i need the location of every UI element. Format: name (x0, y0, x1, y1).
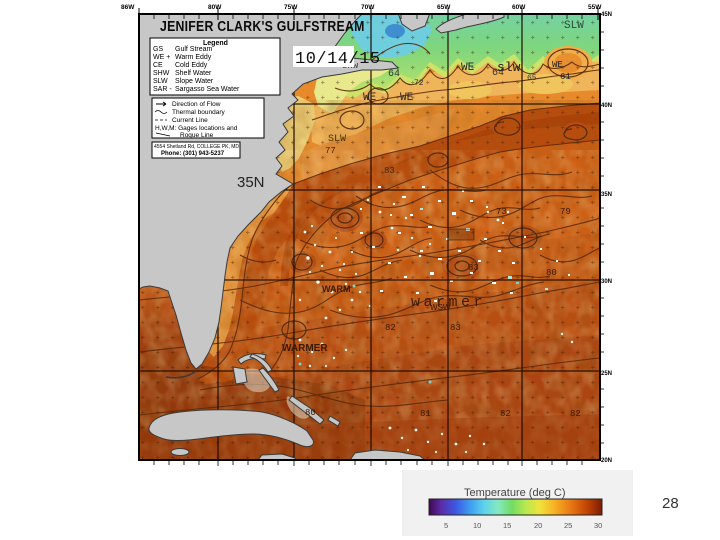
svg-text:WARMER: WARMER (282, 343, 328, 354)
svg-text:72: 72 (414, 79, 424, 88)
svg-text:5: 5 (444, 521, 448, 530)
svg-text:Thermal boundary: Thermal boundary (172, 109, 225, 116)
svg-text:Direction of Flow: Direction of Flow (172, 101, 221, 108)
svg-text:WE: WE (363, 92, 377, 104)
svg-text:Legend: Legend (203, 40, 228, 47)
svg-text:82: 82 (385, 323, 396, 333)
svg-text:65: 65 (527, 74, 537, 83)
svg-text:65W: 65W (437, 4, 451, 11)
svg-text:Gulf Stream: Gulf Stream (175, 46, 213, 53)
svg-text:64: 64 (492, 68, 504, 79)
svg-text:45N: 45N (601, 12, 612, 18)
svg-text:Warm Eddy: Warm Eddy (175, 54, 212, 61)
svg-text:83: 83 (468, 263, 479, 273)
svg-text:80: 80 (305, 408, 316, 418)
svg-text:GS: GS (153, 46, 163, 53)
svg-text:73: 73 (496, 207, 507, 217)
svg-text:35N: 35N (601, 192, 612, 198)
svg-text:64: 64 (388, 69, 400, 80)
svg-text:25N: 25N (601, 371, 612, 377)
svg-text:82: 82 (570, 409, 581, 419)
svg-text:40N: 40N (601, 103, 612, 109)
svg-text:60W: 60W (512, 4, 526, 11)
svg-text:10/14/15: 10/14/15 (295, 50, 381, 69)
svg-text:H,W,M: Gages locations and: H,W,M: Gages locations and (155, 125, 238, 132)
svg-text:warmer: warmer (411, 294, 486, 311)
svg-text:4554 Shetland Rd, COLLEGE PK,: 4554 Shetland Rd, COLLEGE PK, MD (154, 144, 239, 150)
svg-text:Cold Eddy: Cold Eddy (175, 62, 208, 69)
svg-text:SLW: SLW (328, 134, 346, 145)
svg-text:CE: CE (153, 62, 163, 69)
svg-text:SLW: SLW (153, 78, 168, 85)
svg-text:WARM: WARM (322, 284, 351, 294)
svg-text:70W: 70W (361, 4, 375, 11)
svg-text:83: 83 (450, 323, 461, 333)
svg-text:SAR -: SAR - (153, 86, 172, 93)
svg-text:Phone: (301) 943-5237: Phone: (301) 943-5237 (161, 151, 225, 157)
svg-text:Temperature (deg C): Temperature (deg C) (464, 487, 566, 499)
svg-text:Current Line: Current Line (172, 117, 208, 124)
svg-text:25: 25 (564, 521, 572, 530)
svg-text:Shelf Water: Shelf Water (175, 70, 212, 77)
svg-text:81: 81 (420, 409, 431, 419)
svg-text:SHW: SHW (153, 70, 170, 77)
svg-text:20N: 20N (601, 458, 612, 464)
svg-text:WE: WE (552, 60, 563, 70)
svg-text:10: 10 (473, 521, 481, 530)
svg-text:SLW: SLW (564, 20, 584, 32)
svg-text:35N: 35N (237, 174, 265, 191)
svg-text:20: 20 (534, 521, 542, 530)
svg-text:Sargasso Sea Water: Sargasso Sea Water (175, 86, 240, 93)
svg-text:61: 61 (560, 72, 571, 82)
svg-text:WE +: WE + (153, 54, 170, 61)
svg-text:15: 15 (503, 521, 511, 530)
svg-text:82: 82 (500, 409, 511, 419)
svg-text:79: 79 (560, 207, 571, 217)
svg-text:30: 30 (594, 521, 602, 530)
svg-text:slw: slw (497, 60, 521, 75)
svg-text:80: 80 (546, 268, 557, 278)
svg-text:80W: 80W (208, 4, 222, 11)
svg-text:75W: 75W (284, 4, 298, 11)
svg-text:30N: 30N (601, 279, 612, 285)
svg-text:JENIFER CLARK'S GULFSTREAM: JENIFER CLARK'S GULFSTREAM (160, 18, 365, 34)
svg-text:WSW: WSW (430, 303, 451, 312)
svg-text:WE: WE (461, 62, 475, 74)
svg-text:Rogue Line: Rogue Line (180, 132, 214, 139)
svg-text:28: 28 (662, 495, 679, 512)
svg-text:Slope Water: Slope Water (175, 78, 214, 85)
svg-text:55W: 55W (588, 4, 602, 11)
svg-text:86W: 86W (121, 4, 135, 11)
svg-text:77: 77 (325, 146, 336, 156)
svg-text:83: 83 (384, 166, 395, 176)
svg-text:WE: WE (400, 92, 414, 104)
